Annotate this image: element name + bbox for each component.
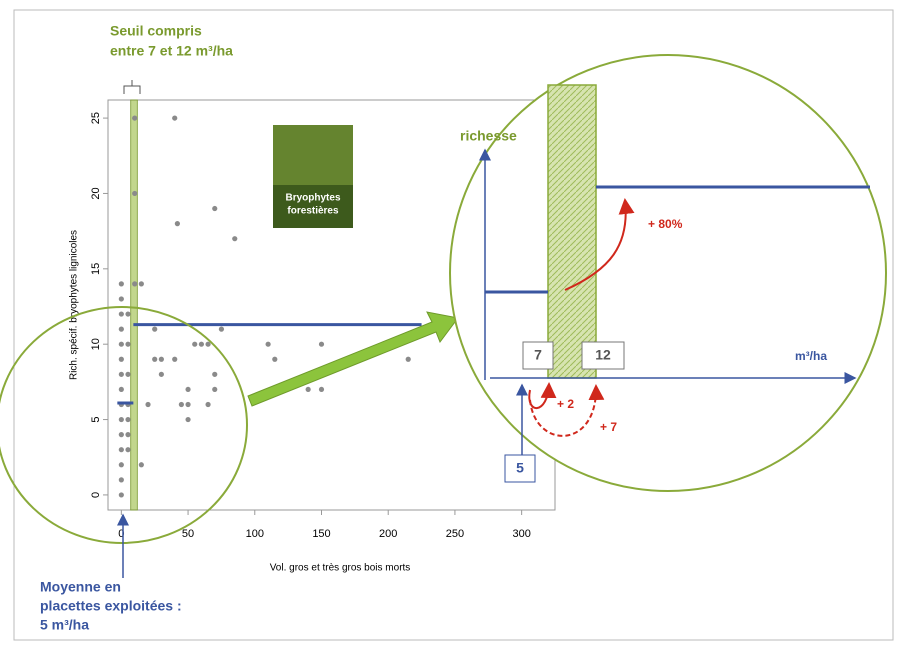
brace	[123, 80, 141, 94]
point	[212, 205, 218, 212]
point	[185, 416, 191, 423]
threshold-note: Seuil compris	[110, 23, 202, 39]
photo-caption: forestières	[287, 206, 339, 217]
y-tick-label: 25	[90, 112, 102, 124]
increase-label: + 80%	[648, 217, 683, 231]
point	[305, 386, 311, 393]
point	[132, 115, 138, 121]
x-axis-title: Vol. gros et très gros bois morts	[270, 563, 411, 574]
x-tick-label: 0	[118, 528, 124, 540]
point	[118, 477, 124, 483]
inset-x-label: m³/ha	[795, 349, 827, 363]
point	[138, 462, 144, 468]
point	[152, 356, 158, 362]
threshold-note: entre 7 et 12 m³/ha	[110, 43, 233, 59]
point	[125, 416, 131, 423]
box	[504, 454, 536, 483]
inset-y-label: richesse	[460, 128, 517, 144]
box	[522, 341, 554, 370]
point	[132, 281, 138, 287]
box-label: 7	[534, 347, 542, 363]
point	[192, 341, 198, 347]
gain-small: + 2	[557, 397, 574, 411]
photo-caption: Bryophytes	[285, 193, 340, 204]
chart-layer: 0 50 100 150 200 250 300 0 5 10 15 20 25	[90, 99, 531, 540]
point	[158, 356, 164, 362]
point	[318, 341, 325, 347]
point	[118, 492, 124, 498]
box-label: 5	[516, 460, 524, 476]
point	[185, 401, 191, 408]
point	[212, 386, 218, 393]
point	[125, 371, 131, 377]
photo-foliage	[273, 125, 353, 185]
point	[212, 371, 218, 377]
point	[158, 371, 164, 377]
point	[125, 432, 131, 438]
point	[205, 341, 211, 347]
point	[132, 190, 138, 197]
zoom-circle	[0, 306, 248, 544]
x-tick-label: 150	[312, 528, 330, 540]
point	[125, 447, 131, 453]
gain-large: + 7	[600, 420, 617, 434]
x-tick-label: 200	[379, 528, 397, 540]
point	[118, 447, 124, 453]
point	[172, 115, 178, 121]
point	[174, 221, 180, 227]
point	[118, 386, 124, 393]
point	[272, 356, 278, 362]
point	[178, 401, 184, 408]
y-tick-label: 5	[90, 416, 102, 422]
increase-arrow	[564, 198, 635, 291]
point	[138, 281, 144, 287]
x-tick-label: 50	[182, 528, 194, 540]
y-axis-title: Rich. spécif. bryophytes lignicoles	[69, 230, 80, 380]
point	[318, 386, 325, 393]
x-tick-label: 300	[512, 528, 530, 540]
point	[185, 386, 191, 393]
mean-note: 5 m³/ha	[40, 617, 89, 633]
point	[118, 432, 124, 438]
point	[172, 356, 178, 362]
x-tick-label: 100	[246, 528, 264, 540]
gain-arrow	[528, 382, 557, 409]
point	[125, 341, 131, 347]
point	[118, 356, 124, 362]
zoom-arrow	[247, 311, 459, 407]
point	[205, 401, 211, 408]
y-tick-label: 0	[90, 492, 102, 498]
y-tick-label: 10	[90, 338, 102, 350]
x-tick-label: 250	[446, 528, 464, 540]
point	[145, 401, 151, 408]
point	[265, 341, 271, 347]
point	[118, 371, 124, 377]
mean-note: Moyenne en	[40, 579, 121, 595]
box	[581, 341, 625, 370]
box-label: 12	[595, 347, 611, 363]
y-tick-label: 15	[90, 263, 102, 275]
point	[118, 296, 124, 302]
point	[232, 236, 238, 242]
point	[118, 462, 124, 468]
threshold-band	[130, 99, 138, 511]
point	[152, 326, 158, 332]
point	[118, 281, 124, 287]
point	[118, 341, 124, 347]
point	[118, 416, 124, 423]
inset-circle	[449, 54, 887, 492]
point	[125, 311, 131, 317]
y-tick-label: 20	[90, 187, 102, 199]
point	[198, 341, 205, 347]
point	[118, 326, 124, 332]
mean-note: placettes exploitées :	[40, 598, 182, 614]
point	[405, 356, 411, 362]
point	[118, 311, 124, 317]
gain-arrow	[529, 384, 605, 437]
inset-band	[547, 84, 597, 379]
point	[218, 326, 225, 332]
